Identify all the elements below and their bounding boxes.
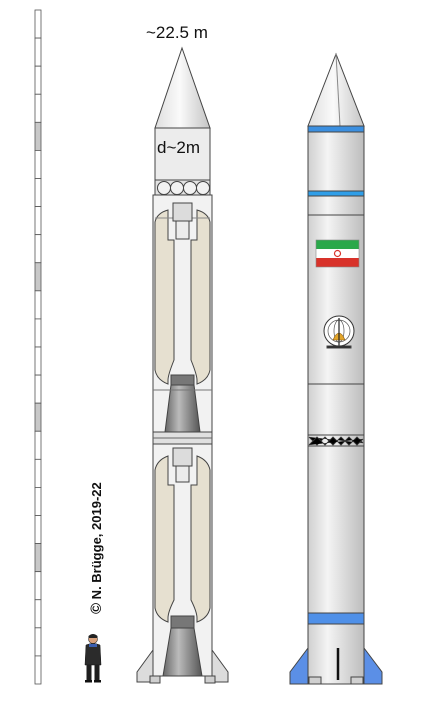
scale-bar-segment (34, 206, 42, 236)
scale-bar-segment (34, 121, 42, 151)
cutaway-nose-cone (154, 46, 211, 129)
human-figure-icon (84, 634, 102, 683)
exterior-left-fin (289, 646, 309, 685)
scale-bar-segment (34, 65, 42, 95)
copyright-text: N. Brügge, 2019-22 (89, 482, 104, 600)
diameter-label: d~2m (157, 138, 200, 157)
copyright-symbol: © (88, 602, 105, 614)
scale-bar-segment (34, 487, 42, 516)
cutaway-right-fin (211, 648, 229, 683)
scale-bar-segment (34, 515, 42, 544)
exterior-interstage-lattice (308, 436, 364, 446)
scale-bar-segment (34, 93, 42, 123)
copyright-notice: © N. Brügge, 2019-22 (88, 482, 105, 614)
scale-bar-segment (34, 234, 42, 264)
exterior-bottom-stripe (307, 612, 365, 625)
cutaway-lower-engine (162, 627, 203, 677)
cutaway-upper-engine (164, 384, 201, 433)
scale-bar-segment (34, 178, 42, 207)
scale-bar-segment (34, 150, 42, 179)
scale-bar-segment (34, 346, 42, 376)
exterior-nose-cone (307, 52, 365, 127)
rocket-cutaway-view (136, 46, 229, 684)
scale-bar-segment (34, 37, 42, 67)
rocket-exterior-view (289, 52, 383, 685)
iran-flag-icon (315, 239, 360, 268)
length-label: ~22.5 m (146, 23, 208, 42)
exterior-top-stripe (307, 125, 365, 133)
cutaway-left-fin (136, 648, 154, 683)
cutaway-payload-section (154, 127, 211, 181)
scale-bar-segment (34, 374, 42, 404)
space-agency-emblem-icon (323, 315, 355, 349)
scale-bar-segment (34, 599, 42, 629)
scale-bar-segment (34, 571, 42, 601)
scale-bar-segment (34, 262, 42, 292)
scale-bar-segment (34, 402, 42, 432)
scale-bar-segment (34, 627, 42, 657)
exterior-fairing-stripe (307, 190, 365, 197)
exterior-right-fin (363, 646, 383, 685)
scale-bar-segment (34, 655, 42, 685)
scale-bar-segment (34, 430, 42, 460)
scale-bar-segment (34, 458, 42, 488)
scale-bar-segment (34, 290, 42, 320)
scale-bar-segment (34, 318, 42, 348)
scale-bar (34, 9, 42, 685)
scale-bar-segment (34, 9, 42, 39)
scale-bar-segment (34, 543, 42, 573)
cutaway-pressure-spheres (157, 181, 210, 195)
exterior-body (307, 125, 365, 685)
